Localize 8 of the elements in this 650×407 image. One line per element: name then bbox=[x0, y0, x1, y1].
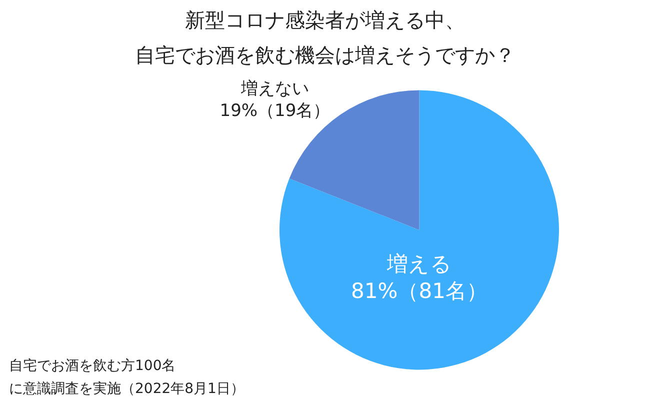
data-label: 19%（19名） bbox=[220, 101, 330, 122]
chart-title: 新型コロナ感染者が増える中、 bbox=[185, 8, 465, 32]
slice-label: 増える bbox=[386, 252, 452, 276]
text: に意識調査を実施（2022年8月1日） bbox=[9, 381, 244, 397]
slice-label: 増えない bbox=[240, 78, 309, 99]
text: 自宅でお酒を飲む方100名 bbox=[9, 358, 176, 374]
data-label: 81%（81名） bbox=[351, 279, 488, 304]
chart-subtitle: 自宅でお酒を飲む機会は増えそうですか？ bbox=[135, 43, 515, 67]
